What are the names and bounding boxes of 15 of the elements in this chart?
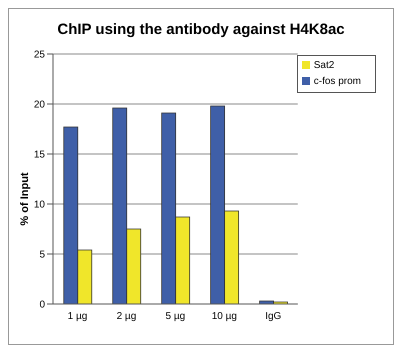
y-axis-title: % of Input <box>19 172 31 226</box>
legend-label: c-fos prom <box>314 76 361 87</box>
y-tick-label: 0 <box>39 300 46 311</box>
y-tick-label: 15 <box>34 150 46 161</box>
y-tick-label: 5 <box>39 250 46 261</box>
x-tick-label: IgG <box>265 311 282 322</box>
y-tick-label: 20 <box>34 100 46 111</box>
x-tick-label: 10 µg <box>212 311 237 322</box>
chart-title: ChIP using the antibody against H4K8ac <box>56 21 346 38</box>
legend-label: Sat2 <box>314 60 334 71</box>
x-tick-label: 1 µg <box>68 311 88 322</box>
x-tick-label: 5 µg <box>166 311 186 322</box>
y-tick-label: 10 <box>34 200 46 211</box>
y-tick-label: 25 <box>34 50 46 61</box>
x-tick-label: 2 µg <box>116 311 136 322</box>
